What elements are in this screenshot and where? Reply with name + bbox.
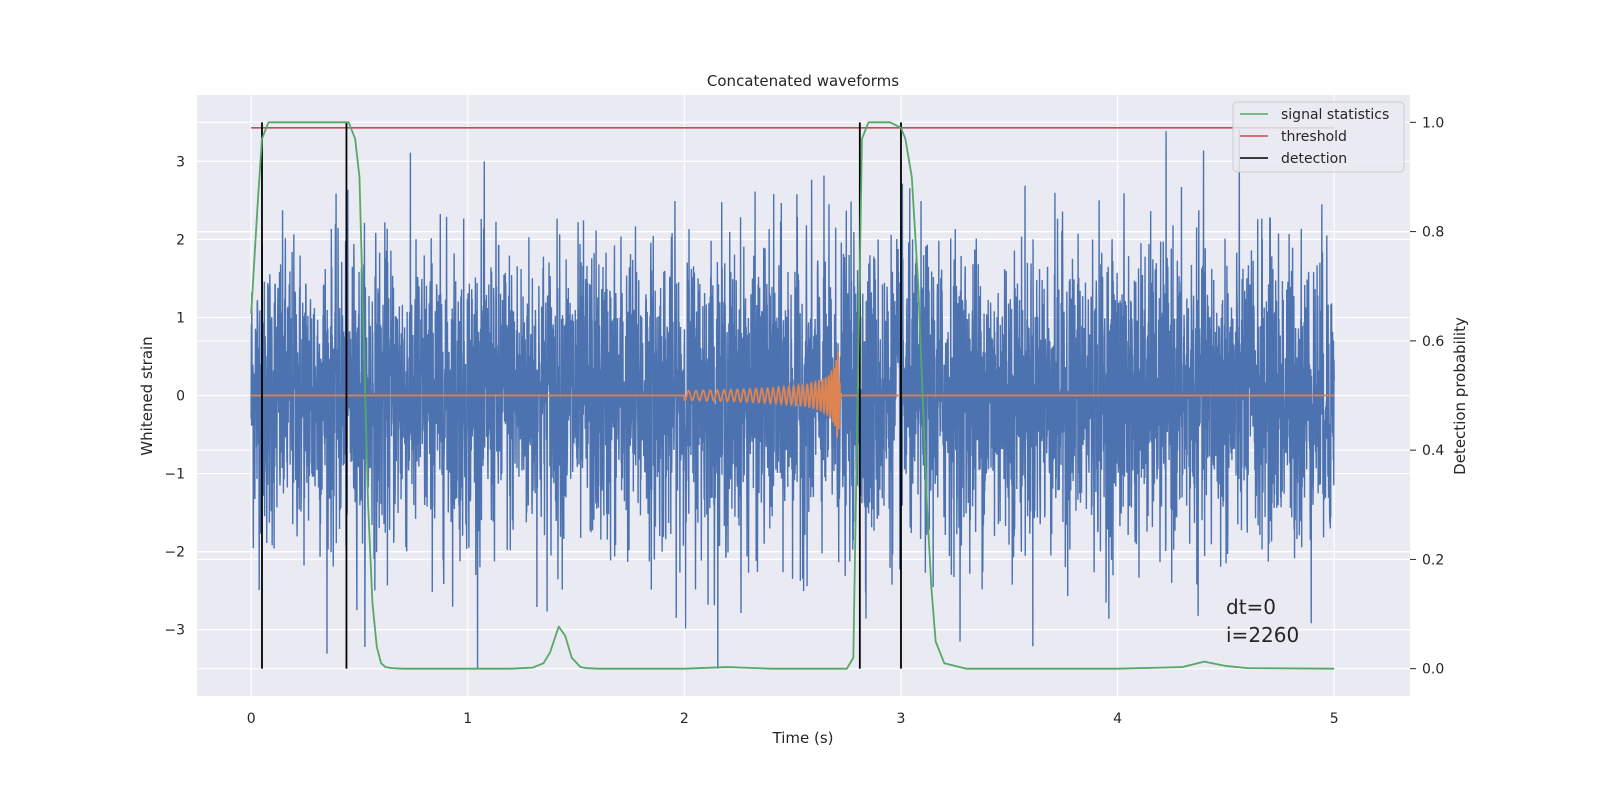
legend-label-signal-statistics: signal statistics <box>1281 107 1389 123</box>
left-y-tick-label: −2 <box>164 545 185 561</box>
left-y-tick-label: 1 <box>176 310 185 326</box>
x-tick-label: 2 <box>680 711 689 727</box>
left-y-tick-label: 3 <box>176 154 185 170</box>
legend-label-detection: detection <box>1281 151 1347 167</box>
series-chirp-layer <box>251 351 1335 438</box>
series-noise-line <box>250 129 1335 669</box>
series-signal-statistics-layer <box>250 121 1335 670</box>
left-y-axis-ticks: −3 −2 −1 0 1 2 3 <box>164 154 185 638</box>
left-y-tick-label: 2 <box>176 232 185 248</box>
x-tick-label: 0 <box>247 711 256 727</box>
x-axis-ticks: 0 1 2 3 4 5 <box>247 711 1339 727</box>
x-axis-label: Time (s) <box>772 729 834 747</box>
legend-box <box>1232 101 1405 173</box>
series-noise-layer <box>250 129 1335 669</box>
legend-label-threshold: threshold <box>1281 129 1347 145</box>
left-y-tick-label: −1 <box>164 467 185 483</box>
left-y-tick-label: −3 <box>164 623 185 639</box>
x-tick-label: 3 <box>897 711 906 727</box>
right-y-tick-label: 1.0 <box>1422 115 1444 131</box>
right-y-tick-label: 0.0 <box>1422 662 1444 678</box>
right-y-tick-label: 0.4 <box>1422 443 1444 459</box>
x-tick-label: 1 <box>463 711 472 727</box>
left-y-tick-label: 0 <box>176 389 185 405</box>
x-tick-label: 5 <box>1330 711 1339 727</box>
chart-title: Concatenated waveforms <box>707 72 899 90</box>
legend: signal statistics threshold detection <box>1232 101 1405 173</box>
annotation: dt=0 i=2260 <box>1226 595 1299 647</box>
series-detection-layer <box>261 122 902 669</box>
right-y-axis-ticks: 0.0 0.2 0.4 0.6 0.8 1.0 <box>1410 115 1444 678</box>
right-y-tick-label: 0.2 <box>1422 552 1444 568</box>
series-chirp-line <box>251 351 1335 438</box>
right-y-axis-label: Detection probability <box>1451 317 1469 475</box>
right-y-tick-label: 0.6 <box>1422 334 1444 350</box>
annotation-line-dt: dt=0 <box>1226 595 1276 619</box>
right-y-tick-label: 0.8 <box>1422 225 1444 241</box>
x-tick-label: 4 <box>1113 711 1122 727</box>
series-signal-statistics-line <box>250 121 1335 670</box>
left-y-axis-label: Whitened strain <box>138 336 156 455</box>
annotation-line-index: i=2260 <box>1226 623 1299 647</box>
plot-series-group <box>250 121 1335 670</box>
